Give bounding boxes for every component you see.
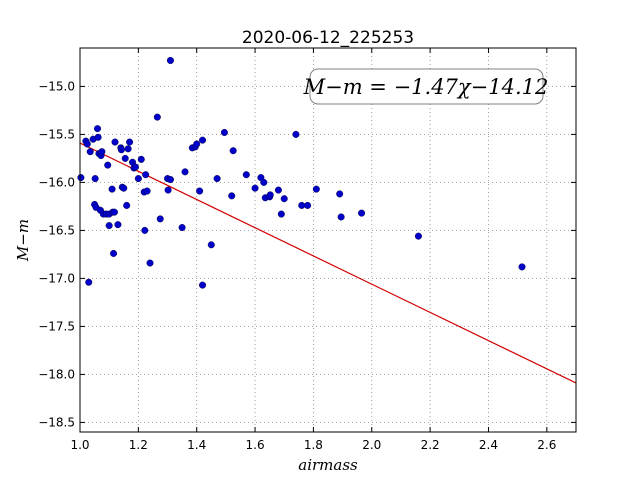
data-point (142, 171, 150, 179)
data-point (178, 224, 186, 232)
x-tick-label: 1.4 (187, 438, 206, 452)
data-point (124, 145, 132, 153)
axis-ticks: 1.0 1.2 1.4 1.6 1.8 2.0 2.2 2.4 2.6 −15.0 −15.5 −16… (38, 48, 576, 452)
data-point (304, 201, 312, 209)
data-point (164, 186, 172, 194)
data-point (143, 187, 151, 195)
data-point (292, 130, 300, 138)
chart-title: 2020-06-12_225253 (242, 28, 414, 48)
axes (79, 47, 577, 433)
data-point (91, 175, 99, 183)
data-point (274, 186, 282, 194)
y-axis-label: M−m (14, 219, 32, 262)
data-point (117, 146, 125, 154)
x-tick-label: 1.8 (304, 438, 323, 452)
data-point (312, 185, 320, 193)
data-point (414, 232, 422, 240)
data-point (108, 185, 116, 193)
data-point (229, 147, 237, 155)
data-point (518, 263, 526, 271)
annotation-text: M−m = −1.47χ−14.12 (303, 75, 549, 99)
data-point (85, 278, 93, 286)
data-point (336, 190, 344, 198)
data-point (277, 210, 285, 218)
data-point (86, 148, 94, 156)
data-point (251, 184, 259, 192)
y-tick-label: −17.5 (38, 319, 75, 333)
y-tick-label: −18.0 (38, 367, 75, 381)
data-point (134, 175, 142, 183)
data-point (153, 113, 161, 121)
data-point (213, 175, 221, 183)
data-point (181, 168, 189, 176)
data-point (146, 259, 154, 267)
x-tick-label: 2.2 (421, 438, 440, 452)
y-tick-label: −16.5 (38, 223, 75, 237)
annotation-frame (309, 68, 544, 105)
data-point (266, 191, 274, 199)
y-tick-label: −15.0 (38, 79, 75, 93)
data-point (337, 213, 345, 221)
data-point (98, 148, 106, 156)
data-point (280, 195, 288, 203)
data-point (260, 178, 268, 186)
x-tick-label: 2.4 (479, 438, 498, 452)
data-point (199, 136, 207, 144)
y-tick-label: −17.0 (38, 271, 75, 285)
data-point (94, 133, 102, 141)
data-point (110, 208, 118, 216)
data-point (156, 215, 164, 223)
data-point (242, 171, 250, 179)
data-point (126, 138, 134, 146)
data-point (199, 281, 207, 289)
data-point (94, 125, 102, 133)
fit-line-layer (79, 142, 577, 384)
data-point (166, 176, 174, 184)
data-point (137, 155, 145, 163)
data-point (207, 241, 215, 249)
x-tick-label: 1.6 (246, 438, 265, 452)
data-point (123, 201, 131, 209)
x-tick-label: 2.6 (537, 438, 556, 452)
data-point (114, 221, 122, 229)
x-tick-label: 2.0 (362, 438, 381, 452)
data-point (120, 184, 128, 192)
fit-line (79, 142, 577, 384)
data-point (131, 163, 139, 171)
data-point (166, 56, 174, 64)
data-point (298, 201, 306, 209)
data-point (358, 209, 366, 217)
data-point (77, 174, 85, 182)
x-tick-label: 1.2 (129, 438, 148, 452)
data-point (110, 249, 118, 257)
data-point (196, 187, 204, 195)
data-point (193, 140, 201, 148)
data-point (121, 154, 129, 162)
data-point (111, 138, 119, 146)
y-tick-label: −18.5 (38, 415, 75, 429)
data-point (220, 128, 228, 136)
grid-lines (79, 48, 576, 432)
x-axis-label: airmass (298, 456, 358, 474)
data-point (141, 226, 149, 234)
plot-frame (79, 47, 577, 433)
equation-annotation: M−m = −1.47χ−14.12 (303, 68, 549, 105)
y-tick-label: −15.5 (38, 127, 75, 141)
data-point (83, 140, 91, 148)
y-tick-label: −16.0 (38, 175, 75, 189)
data-point (104, 161, 112, 169)
data-point (105, 222, 113, 230)
data-points (77, 56, 526, 289)
x-tick-label: 1.0 (70, 438, 89, 452)
data-point (228, 192, 236, 200)
